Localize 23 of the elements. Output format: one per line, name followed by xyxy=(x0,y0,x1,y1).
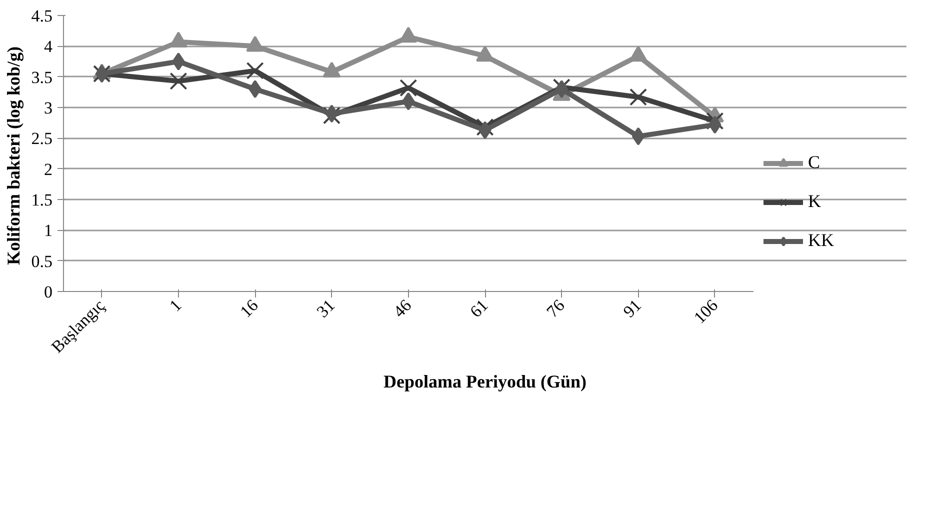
y-tick-label: 2 xyxy=(44,160,52,179)
legend-label: KK xyxy=(808,230,834,251)
x-tick-label: 46 xyxy=(390,296,416,322)
x-tick-label: 106 xyxy=(690,296,722,328)
x-tick-label: 1 xyxy=(166,296,186,316)
x-tick-label: 76 xyxy=(542,296,568,322)
y-tick-label: 2.5 xyxy=(31,129,52,148)
x-tick-label: 31 xyxy=(312,296,338,322)
y-tick-label: 0.5 xyxy=(31,252,52,271)
x-axis-title: Depolama Periyodu (Gün) xyxy=(384,371,587,392)
y-tick-label: 1.5 xyxy=(31,190,52,210)
legend-label: C xyxy=(808,152,822,173)
y-tick-label: 3 xyxy=(44,98,52,118)
y-tick-label: 1 xyxy=(44,221,52,240)
legend-label: K xyxy=(808,191,822,212)
y-tick-label: 0 xyxy=(44,282,52,302)
x-tick-label: 61 xyxy=(466,296,492,322)
x-tick-label: 91 xyxy=(620,296,645,322)
y-tick-label: 3.5 xyxy=(31,68,52,87)
y-axis-title: Koliform bakteri (log kob/g) xyxy=(3,46,24,265)
y-tick-label: 4.5 xyxy=(31,6,52,26)
y-tick-label: 4 xyxy=(44,37,53,56)
x-tick-label: 16 xyxy=(236,296,262,322)
